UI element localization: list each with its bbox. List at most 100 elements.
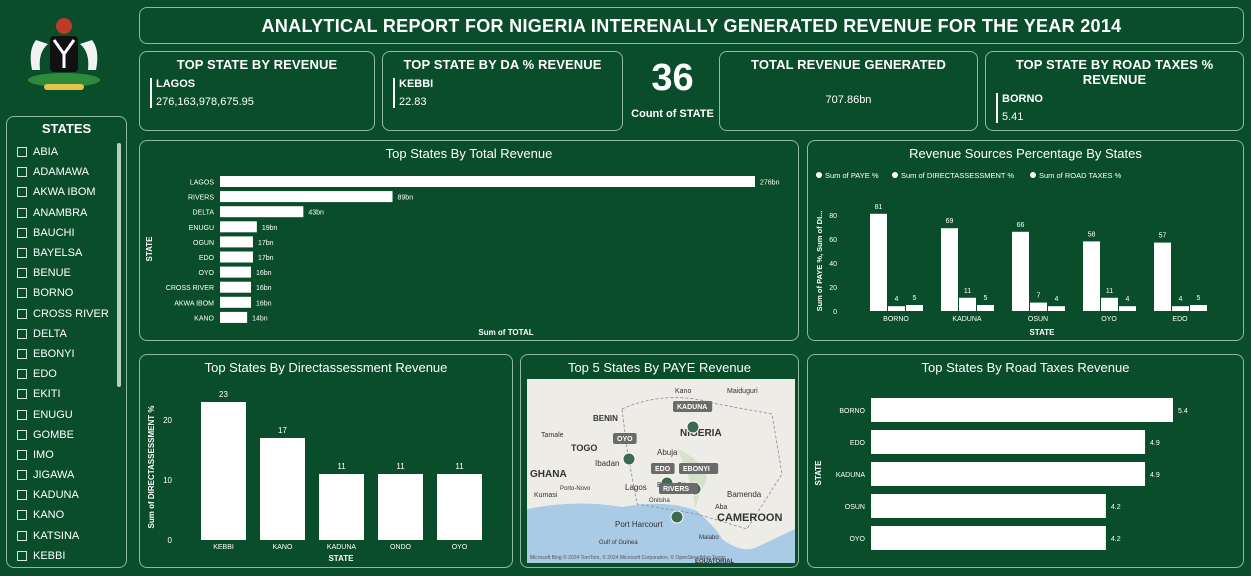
map-marker[interactable] <box>670 510 684 524</box>
bar[interactable] <box>941 228 958 311</box>
bar[interactable] <box>220 296 252 308</box>
bar[interactable] <box>220 206 304 218</box>
slicer-item[interactable]: BORNO <box>7 283 126 303</box>
bar[interactable] <box>1030 302 1047 311</box>
slicer-item[interactable]: EBONYI <box>7 344 126 364</box>
slicer-item[interactable]: GOMBE <box>7 425 126 445</box>
bar[interactable] <box>959 297 976 311</box>
slicer-item-label: BORNO <box>33 287 74 300</box>
slicer-item[interactable]: KADUNA <box>7 485 126 505</box>
checkbox[interactable] <box>17 389 27 400</box>
slicer-item[interactable]: AKWA IBOM <box>7 182 126 202</box>
slicer-item[interactable]: ADAMAWA <box>7 162 126 182</box>
data-label: 17bn <box>258 240 274 247</box>
bar[interactable] <box>220 266 252 278</box>
slicer-item[interactable]: DELTA <box>7 324 126 344</box>
checkbox[interactable] <box>17 167 27 178</box>
checkbox[interactable] <box>17 288 27 299</box>
slicer-item[interactable]: KANO <box>7 505 126 525</box>
bar[interactable] <box>437 474 482 540</box>
checkbox[interactable] <box>17 470 27 481</box>
bar[interactable] <box>870 213 887 311</box>
data-label: 11 <box>1106 288 1113 295</box>
coat-of-arms-logo <box>14 10 114 92</box>
checkbox[interactable] <box>17 429 27 440</box>
slicer-item[interactable]: IMO <box>7 445 126 465</box>
bar[interactable] <box>220 251 253 263</box>
slicer-item[interactable]: BAYELSA <box>7 243 126 263</box>
category-label: OYO <box>452 544 468 551</box>
slicer-item-label: DELTA <box>33 327 67 340</box>
bar[interactable] <box>1172 306 1189 311</box>
bar[interactable] <box>871 462 1146 486</box>
paye-map[interactable]: Kano Maiduguri BENIN NIGERIA Tamale TOGO GHANA… <box>527 379 795 563</box>
bar[interactable] <box>1101 297 1118 311</box>
slicer-item[interactable]: EKITI <box>7 384 126 404</box>
total-revenue-chart: LAGOS 276bn RIVERS 89bn DELTA 43bn ENUGU 19bn OG… <box>145 176 780 337</box>
checkbox[interactable] <box>17 550 27 561</box>
checkbox[interactable] <box>17 348 27 359</box>
slicer-item[interactable]: KATSINA <box>7 526 126 546</box>
slicer-item[interactable]: ANAMBRA <box>7 203 126 223</box>
map-marker[interactable] <box>686 420 700 434</box>
data-label: 4 <box>1179 296 1183 303</box>
checkbox[interactable] <box>17 328 27 339</box>
checkbox[interactable] <box>17 248 27 259</box>
map-marker-tag <box>613 433 637 444</box>
data-label: 5 <box>1197 295 1201 302</box>
bar[interactable] <box>871 494 1106 518</box>
slicer-item[interactable]: BAUCHI <box>7 223 126 243</box>
slicer-item[interactable]: ABIA <box>7 142 126 162</box>
bar[interactable] <box>260 438 305 540</box>
bar[interactable] <box>319 474 364 540</box>
bar[interactable] <box>201 402 246 540</box>
bar[interactable] <box>906 305 923 311</box>
bar[interactable] <box>888 306 905 311</box>
slicer-item[interactable]: KEBBI <box>7 546 126 566</box>
checkbox[interactable] <box>17 187 27 198</box>
checkbox[interactable] <box>17 530 27 541</box>
bar[interactable] <box>220 281 252 293</box>
checkbox[interactable] <box>17 227 27 238</box>
checkbox[interactable] <box>17 147 27 158</box>
slicer-item-label: ABIA <box>33 146 59 159</box>
map-place-label: Porto-Novo <box>560 486 591 492</box>
slicer-item[interactable]: BENUE <box>7 263 126 283</box>
bar[interactable] <box>1048 306 1065 311</box>
bar[interactable] <box>220 236 253 248</box>
bar[interactable] <box>871 526 1106 550</box>
checkbox[interactable] <box>17 207 27 218</box>
bar[interactable] <box>1012 231 1029 311</box>
checkbox[interactable] <box>17 449 27 460</box>
bar[interactable] <box>378 474 423 540</box>
report-header: ANALYTICAL REPORT FOR NIGERIA INTERENALL… <box>139 7 1244 44</box>
slicer-item[interactable]: CROSS RIVER <box>7 304 126 324</box>
bar[interactable] <box>871 398 1173 422</box>
bar[interactable] <box>220 191 393 203</box>
checkbox[interactable] <box>17 409 27 420</box>
data-label: 5 <box>913 295 917 302</box>
bar[interactable] <box>1083 241 1100 311</box>
bar[interactable] <box>220 176 755 187</box>
road-taxes-chart-panel: Top States By Road Taxes Revenue BORNO 5.… <box>807 354 1244 568</box>
bar[interactable] <box>220 221 257 233</box>
slicer-item[interactable]: EDO <box>7 364 126 384</box>
checkbox[interactable] <box>17 490 27 501</box>
category-label: KADUNA <box>836 472 866 479</box>
map-marker[interactable] <box>622 452 636 466</box>
bar[interactable] <box>1190 305 1207 311</box>
checkbox[interactable] <box>17 510 27 521</box>
slicer-scrollbar[interactable] <box>117 143 121 387</box>
bar[interactable] <box>1154 242 1171 311</box>
bar[interactable] <box>871 430 1146 454</box>
bar[interactable] <box>1119 306 1136 311</box>
map-place-labels: Kano Maiduguri BENIN NIGERIA Tamale TOGO GHANA… <box>530 388 782 563</box>
checkbox[interactable] <box>17 268 27 279</box>
checkbox[interactable] <box>17 308 27 319</box>
checkbox[interactable] <box>17 369 27 380</box>
bar[interactable] <box>220 311 248 323</box>
data-label: 5 <box>984 295 988 302</box>
bar[interactable] <box>977 305 994 311</box>
slicer-item[interactable]: ENUGU <box>7 404 126 424</box>
slicer-item[interactable]: JIGAWA <box>7 465 126 485</box>
